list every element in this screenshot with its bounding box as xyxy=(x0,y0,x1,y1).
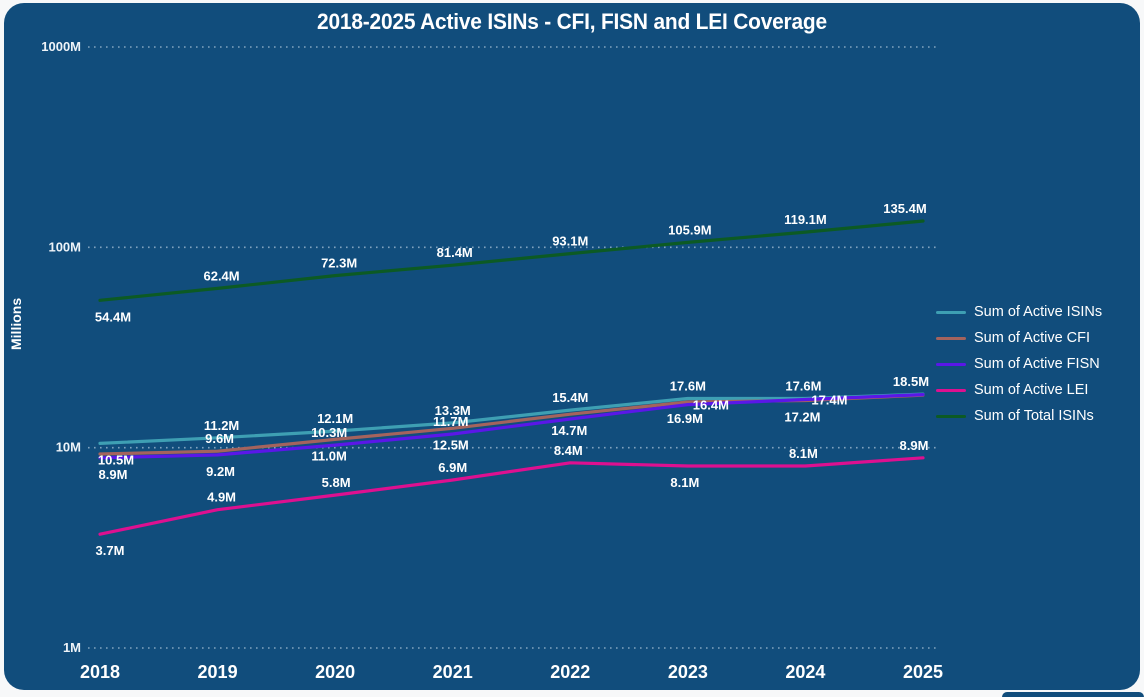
y-tick-1M: 1M xyxy=(63,640,81,655)
chart-card xyxy=(4,3,1140,690)
legend-label: Sum of Active ISINs xyxy=(974,304,1103,320)
legend-swatch xyxy=(936,362,966,366)
data-label: 72.3M xyxy=(321,256,357,271)
data-label: 12.5M xyxy=(433,437,469,452)
data-label: 13.3M xyxy=(435,403,471,418)
data-label: 8.4M xyxy=(554,443,583,458)
legend-swatch xyxy=(936,414,966,418)
x-tick-2019: 2019 xyxy=(198,662,238,682)
data-label: 10.5M xyxy=(98,452,134,467)
data-label: 17.2M xyxy=(784,409,820,424)
series-line-sum-of-active-isins[interactable] xyxy=(98,392,925,445)
data-label: 5.8M xyxy=(322,475,351,490)
data-label: 3.7M xyxy=(96,543,125,558)
data-label: 81.4M xyxy=(437,245,473,260)
legend: Sum of Active ISINs Sum of Active CFI Sum … xyxy=(936,299,1136,429)
y-tick-1000M: 1000M xyxy=(41,39,81,54)
data-label: 17.6M xyxy=(785,378,821,393)
legend-label: Sum of Active CFI xyxy=(974,330,1091,346)
data-label: 105.9M xyxy=(668,222,711,237)
data-label: 8.9M xyxy=(99,467,128,482)
series-line-sum-of-total-isins[interactable] xyxy=(98,219,925,302)
legend-item-sum-of-active-lei[interactable]: Sum of Active LEI xyxy=(936,377,1136,403)
legend-item-sum-of-active-fisn[interactable]: Sum of Active FISN xyxy=(936,351,1136,377)
data-label: 15.4M xyxy=(552,390,588,405)
data-label: 8.1M xyxy=(670,475,699,490)
legend-item-sum-of-active-cfi[interactable]: Sum of Active CFI xyxy=(936,325,1136,351)
data-label: 54.4M xyxy=(95,309,131,324)
data-label: 14.7M xyxy=(551,423,587,438)
data-label: 119.1M xyxy=(784,212,827,227)
legend-label: Sum of Active LEI xyxy=(974,382,1089,398)
data-label: 9.2M xyxy=(206,464,235,479)
adjacent-card-edge xyxy=(1002,692,1144,697)
x-tick-2024: 2024 xyxy=(785,662,825,682)
legend-swatch xyxy=(936,310,966,314)
y-tick-10M: 10M xyxy=(56,440,81,455)
data-label: 11.0M xyxy=(311,448,346,463)
series-line-sum-of-active-lei[interactable] xyxy=(98,456,925,536)
legend-swatch xyxy=(936,336,966,340)
data-label: 6.9M xyxy=(438,460,467,475)
chart-title: 2018-2025 Active ISINs - CFI, FISN and L… xyxy=(317,9,827,34)
x-tick-2018: 2018 xyxy=(80,662,120,682)
data-label: 17.6M xyxy=(670,378,706,393)
data-label: 135.4M xyxy=(883,201,926,216)
data-label: 62.4M xyxy=(203,268,239,283)
data-label: 93.1M xyxy=(552,234,588,249)
data-label: 16.9M xyxy=(667,411,703,426)
legend-item-sum-of-active-isins[interactable]: Sum of Active ISINs xyxy=(936,299,1136,325)
data-label: 12.1M xyxy=(317,411,353,426)
data-label: 10.3M xyxy=(311,425,347,440)
legend-item-sum-of-total-isins[interactable]: Sum of Total ISINs xyxy=(936,403,1136,429)
x-tick-2025: 2025 xyxy=(903,662,943,682)
x-tick-2021: 2021 xyxy=(433,662,473,682)
series-line-sum-of-active-fisn[interactable] xyxy=(98,393,925,460)
data-label: 18.5M xyxy=(893,374,929,389)
data-label: 16.4M xyxy=(693,398,729,413)
legend-label: Sum of Total ISINs xyxy=(974,408,1094,424)
x-tick-2023: 2023 xyxy=(668,662,708,682)
legend-swatch xyxy=(936,388,966,392)
data-label: 8.9M xyxy=(900,438,929,453)
legend-label: Sum of Active FISN xyxy=(974,356,1100,372)
data-label: 9.6M xyxy=(205,431,234,446)
data-label: 11.2M xyxy=(204,418,239,433)
data-label: 17.4M xyxy=(811,392,847,407)
y-tick-100M: 100M xyxy=(48,239,81,254)
data-label: 4.9M xyxy=(207,490,236,505)
x-tick-2022: 2022 xyxy=(550,662,590,682)
data-label: 8.1M xyxy=(789,446,818,461)
x-tick-2020: 2020 xyxy=(315,662,355,682)
data-label: 11.7M xyxy=(433,414,468,429)
